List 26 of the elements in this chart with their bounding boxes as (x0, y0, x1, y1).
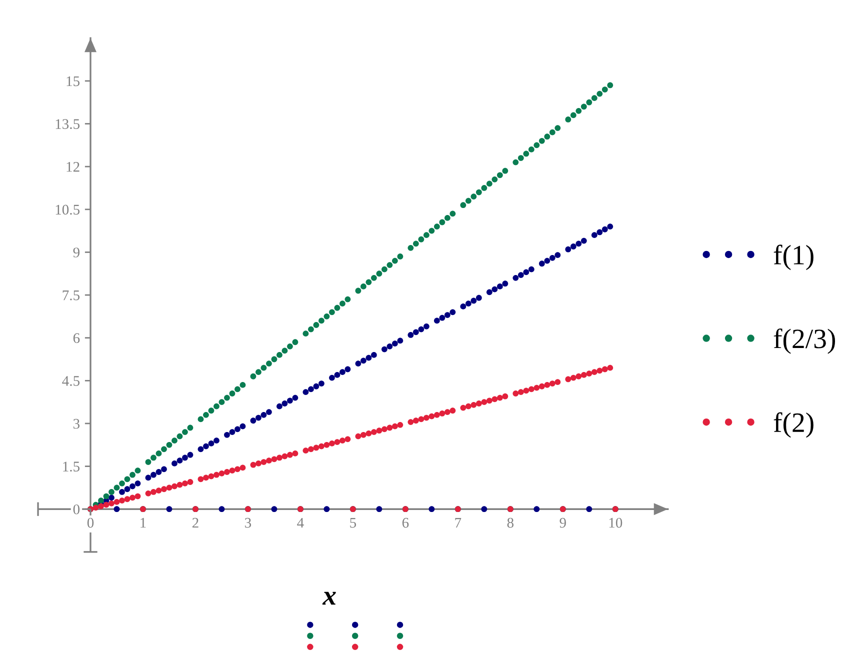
y-tick-label: 6 (73, 333, 80, 344)
x-tick-label: 0 (87, 518, 94, 528)
x-tick-label: 1 (140, 518, 146, 528)
x-tick-label: 2 (192, 518, 198, 528)
x-tick-label: 7 (455, 518, 462, 528)
x-tick-label: 6 (402, 518, 409, 528)
y-tick-label: 0 (73, 504, 80, 514)
y-tick-label: 4.5 (62, 376, 80, 386)
x-tick-label: 3 (245, 518, 252, 528)
y-tick-label: 9 (73, 248, 80, 258)
y-tick-label: 7.5 (62, 290, 80, 300)
y-tick-label: 3 (73, 418, 80, 429)
x-tick-label: 9 (560, 518, 566, 528)
y-tick-label: 15 (66, 76, 80, 86)
x-axis-title: x (322, 592, 336, 605)
y-tick-label: 10.5 (56, 204, 80, 215)
y-tick-label: 1.5 (63, 462, 80, 472)
legend-label: f(2) (774, 412, 814, 438)
legend-label: f(2/3) (774, 328, 836, 354)
y-tick-label: 13.5 (56, 119, 80, 130)
x-tick-label: 10 (609, 518, 622, 528)
legend-label: f(1) (774, 244, 814, 270)
x-tick-label: 4 (297, 518, 304, 528)
x-tick-label: 5 (350, 518, 356, 528)
x-tick-label: 8 (507, 518, 514, 528)
y-tick-label: 12 (66, 162, 80, 172)
